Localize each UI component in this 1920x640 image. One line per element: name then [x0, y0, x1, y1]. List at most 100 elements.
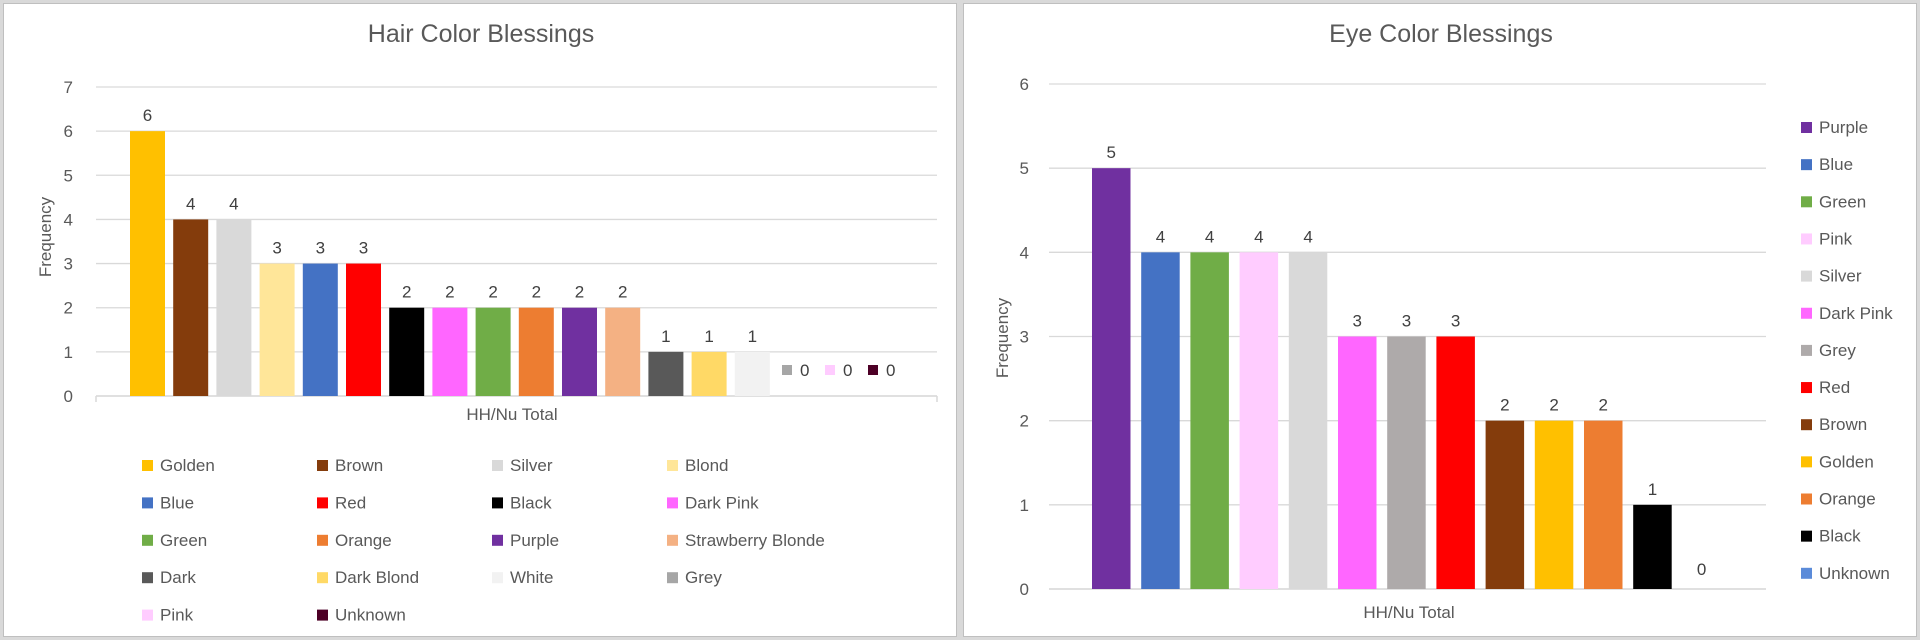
y-axis-title: Frequency: [36, 196, 55, 277]
legend-swatch: [1801, 344, 1812, 356]
legend-label: Strawberry Blonde: [685, 531, 825, 550]
legend-label: Orange: [335, 531, 392, 550]
legend-item: Purple: [1801, 118, 1868, 137]
legend-item: Brown: [1801, 415, 1867, 434]
legend-item: Orange: [1801, 490, 1876, 509]
legend-label: Black: [1819, 527, 1861, 546]
legend-label: White: [510, 568, 553, 587]
y-tick-label: 5: [64, 166, 73, 185]
data-label: 3: [316, 239, 325, 258]
legend-item: Pink: [1801, 229, 1853, 248]
legend-item: Silver: [492, 456, 553, 475]
legend-swatch: [1801, 122, 1812, 133]
legend-item: Red: [1801, 378, 1850, 397]
legend-item: Strawberry Blonde: [667, 531, 825, 550]
legend-label: Dark: [160, 568, 196, 587]
hair-color-chart-panel: Hair Color Blessings Frequency HH/Nu Tot…: [3, 3, 957, 637]
legend-label: Grey: [1819, 341, 1856, 360]
legend-item: Dark: [142, 568, 196, 587]
data-label: 2: [1599, 396, 1608, 415]
legend-item: Dark Blond: [317, 568, 419, 587]
bar: [605, 307, 641, 396]
legend-item: Blond: [667, 456, 728, 475]
legend-swatch: [667, 572, 678, 584]
y-tick-label: 7: [64, 78, 73, 97]
legend-swatch: [1801, 196, 1812, 208]
legend-swatch: [1801, 530, 1812, 542]
legend-label: Red: [335, 493, 366, 512]
legend-item: Grey: [1801, 341, 1856, 360]
legend-label: Dark Blond: [335, 568, 419, 587]
data-label: 5: [1107, 143, 1116, 162]
bar: [130, 131, 165, 396]
data-label: 0: [843, 361, 852, 380]
bar: [216, 219, 252, 396]
data-label: 4: [1254, 227, 1263, 246]
zero-label-swatch: [868, 365, 878, 375]
legend-swatch: [142, 609, 153, 621]
zero-label-swatch: [825, 365, 835, 375]
legend-label: Grey: [685, 568, 722, 587]
legend-swatch: [667, 460, 678, 471]
legend-label: Blue: [160, 493, 194, 512]
legend-swatch: [142, 534, 153, 546]
data-label: 4: [1205, 227, 1214, 246]
y-tick-label: 3: [1020, 328, 1029, 347]
data-label: 0: [886, 361, 895, 380]
y-tick-label: 1: [64, 343, 73, 362]
data-label: 2: [445, 283, 454, 302]
legend-label: Brown: [1819, 415, 1867, 434]
bar: [1436, 336, 1475, 589]
bar: [173, 219, 209, 396]
eye-color-chart: Eye Color Blessings Frequency HH/Nu Tota…: [993, 20, 1893, 622]
legend-label: Purple: [1819, 118, 1868, 137]
legend-swatch: [317, 609, 328, 621]
legend-item: Unknown: [317, 606, 406, 625]
legend-swatch: [1801, 233, 1812, 245]
legend-label: Red: [1819, 378, 1850, 397]
legend-label: Dark Pink: [685, 493, 759, 512]
legend-swatch: [142, 572, 153, 584]
legend-item: Blue: [142, 493, 194, 512]
x-axis-title: HH/Nu Total: [1363, 603, 1454, 622]
data-label: 2: [1549, 396, 1558, 415]
y-tick-label: 3: [64, 255, 73, 274]
legend-item: Silver: [1801, 267, 1862, 286]
legend-item: Grey: [667, 568, 722, 587]
bar: [302, 263, 338, 396]
y-tick-label: 6: [64, 122, 73, 141]
data-label: 2: [532, 283, 541, 302]
legend-swatch: [1801, 270, 1812, 282]
y-tick-label: 1: [1020, 496, 1029, 515]
legend-swatch: [492, 534, 503, 546]
chart-title: Eye Color Blessings: [1329, 20, 1553, 48]
legend-item: White: [492, 568, 553, 587]
bar: [1190, 252, 1229, 590]
eye-color-chart-panel: Eye Color Blessings Frequency HH/Nu Tota…: [963, 3, 1917, 637]
bar: [691, 351, 727, 396]
legend-swatch: [1801, 382, 1812, 394]
legend-swatch: [317, 497, 328, 509]
bar: [1387, 336, 1426, 589]
data-label: 1: [1648, 480, 1657, 499]
y-tick-label: 2: [1020, 412, 1029, 431]
legend-label: Purple: [510, 531, 559, 550]
y-axis-title: Frequency: [993, 297, 1012, 378]
legend-item: Black: [492, 493, 552, 512]
legend-item: Dark Pink: [667, 493, 759, 512]
data-label: 3: [1451, 312, 1460, 331]
data-label: 1: [704, 327, 713, 346]
bar: [1584, 420, 1623, 589]
data-label: 0: [800, 361, 809, 380]
legend-label: Golden: [1819, 452, 1874, 471]
legend-item: Purple: [492, 531, 559, 550]
data-label: 0: [1697, 560, 1706, 579]
bar: [1633, 504, 1672, 589]
legend-swatch: [492, 572, 503, 584]
legend-label: Black: [510, 493, 552, 512]
legend-swatch: [1801, 567, 1812, 579]
bar: [734, 351, 770, 396]
y-tick-label: 2: [64, 299, 73, 318]
data-label: 2: [1500, 396, 1509, 415]
data-label: 6: [143, 106, 152, 125]
